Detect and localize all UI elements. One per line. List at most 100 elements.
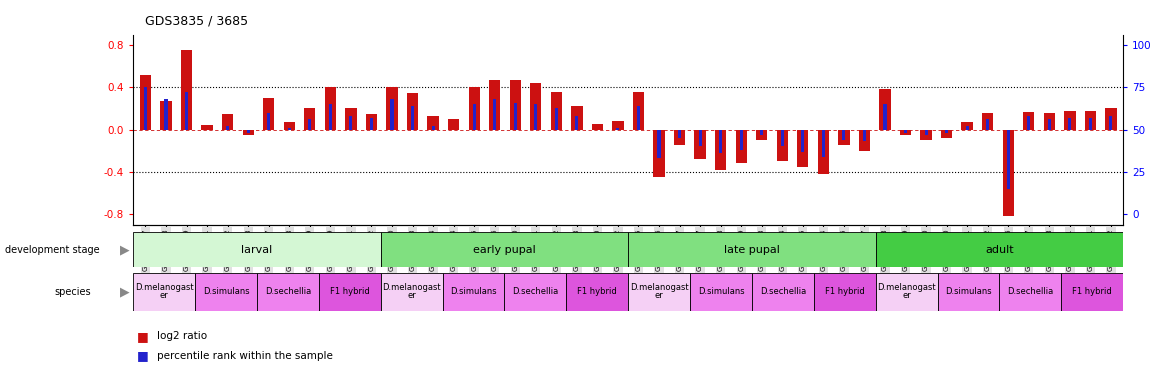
Bar bbox=[534, 104, 537, 130]
Bar bbox=[904, 130, 907, 133]
Bar bbox=[780, 130, 784, 147]
Bar bbox=[900, 130, 911, 135]
Bar bbox=[1027, 116, 1031, 130]
Bar bbox=[267, 113, 270, 130]
Text: F1 hybrid: F1 hybrid bbox=[824, 287, 865, 296]
Bar bbox=[999, 273, 1062, 311]
Bar bbox=[427, 116, 439, 130]
Bar bbox=[822, 130, 824, 157]
Text: F1 hybrid: F1 hybrid bbox=[578, 287, 617, 296]
Bar bbox=[161, 101, 171, 130]
Bar bbox=[838, 130, 850, 146]
Bar bbox=[756, 130, 768, 140]
Bar bbox=[859, 130, 870, 151]
Bar bbox=[1024, 112, 1034, 130]
Bar bbox=[1064, 111, 1076, 130]
Text: D.simulans: D.simulans bbox=[698, 287, 745, 296]
Bar bbox=[941, 130, 952, 138]
Bar bbox=[448, 119, 460, 130]
Bar bbox=[411, 106, 415, 130]
Bar bbox=[469, 88, 479, 130]
Bar bbox=[185, 93, 188, 130]
Bar bbox=[777, 130, 787, 161]
Bar bbox=[571, 106, 582, 130]
Text: F1 hybrid: F1 hybrid bbox=[330, 287, 369, 296]
Bar bbox=[875, 273, 938, 311]
Bar bbox=[653, 130, 665, 177]
Text: D.sechellia: D.sechellia bbox=[1007, 287, 1054, 296]
Bar bbox=[879, 89, 891, 130]
Bar bbox=[472, 104, 476, 130]
Bar bbox=[366, 114, 378, 130]
Bar bbox=[257, 273, 318, 311]
Bar bbox=[164, 99, 168, 130]
Bar bbox=[530, 83, 542, 130]
Text: adult: adult bbox=[985, 245, 1013, 255]
Text: late pupal: late pupal bbox=[724, 245, 780, 255]
Text: ■: ■ bbox=[137, 349, 148, 362]
Bar bbox=[690, 273, 752, 311]
Bar bbox=[1048, 119, 1050, 130]
Bar bbox=[938, 273, 999, 311]
Bar bbox=[1105, 109, 1116, 130]
Bar bbox=[201, 126, 213, 130]
Text: larval: larval bbox=[241, 245, 272, 255]
Bar bbox=[1085, 111, 1095, 130]
Bar bbox=[1006, 130, 1010, 189]
Bar bbox=[390, 99, 394, 130]
Bar bbox=[637, 106, 640, 130]
Bar bbox=[1062, 273, 1123, 311]
Text: D.melanogast
er: D.melanogast er bbox=[878, 283, 936, 301]
Text: species: species bbox=[54, 287, 91, 297]
Bar bbox=[674, 130, 686, 146]
Bar bbox=[318, 273, 381, 311]
Text: D.sechellia: D.sechellia bbox=[265, 287, 312, 296]
Bar bbox=[181, 50, 192, 130]
Bar bbox=[695, 130, 705, 159]
Bar bbox=[505, 273, 566, 311]
Text: early pupal: early pupal bbox=[474, 245, 536, 255]
Bar bbox=[381, 232, 628, 267]
Bar bbox=[305, 109, 315, 130]
Bar bbox=[961, 122, 973, 130]
Bar bbox=[740, 130, 742, 150]
Bar bbox=[924, 130, 928, 135]
Text: GDS3835 / 3685: GDS3835 / 3685 bbox=[145, 15, 248, 28]
Bar bbox=[140, 75, 152, 130]
Bar bbox=[324, 88, 336, 130]
Bar bbox=[592, 124, 603, 130]
Bar bbox=[842, 130, 845, 140]
Bar bbox=[698, 130, 702, 147]
Bar bbox=[369, 118, 373, 130]
Bar bbox=[1069, 118, 1071, 130]
Bar bbox=[432, 126, 434, 130]
Text: ▶: ▶ bbox=[120, 243, 130, 256]
Bar bbox=[442, 273, 505, 311]
Bar bbox=[628, 273, 690, 311]
Bar bbox=[818, 130, 829, 174]
Text: D.simulans: D.simulans bbox=[203, 287, 249, 296]
Text: D.melanogast
er: D.melanogast er bbox=[630, 283, 689, 301]
Text: log2 ratio: log2 ratio bbox=[157, 331, 207, 341]
Bar bbox=[247, 130, 250, 133]
Bar bbox=[814, 273, 875, 311]
Bar bbox=[921, 130, 932, 140]
Bar bbox=[551, 92, 562, 130]
Text: D.sechellia: D.sechellia bbox=[760, 287, 806, 296]
Text: development stage: development stage bbox=[5, 245, 100, 255]
Text: ■: ■ bbox=[137, 330, 148, 343]
Bar bbox=[658, 130, 660, 158]
Bar bbox=[308, 119, 312, 130]
Bar bbox=[863, 130, 866, 141]
Bar bbox=[144, 88, 147, 130]
Text: percentile rank within the sample: percentile rank within the sample bbox=[157, 351, 334, 361]
Bar bbox=[566, 273, 628, 311]
Bar bbox=[510, 80, 521, 130]
Bar bbox=[719, 130, 723, 153]
Bar bbox=[226, 126, 229, 130]
Bar bbox=[133, 232, 381, 267]
Bar bbox=[381, 273, 442, 311]
Bar bbox=[329, 104, 332, 130]
Bar bbox=[284, 122, 295, 130]
Bar bbox=[1043, 113, 1055, 130]
